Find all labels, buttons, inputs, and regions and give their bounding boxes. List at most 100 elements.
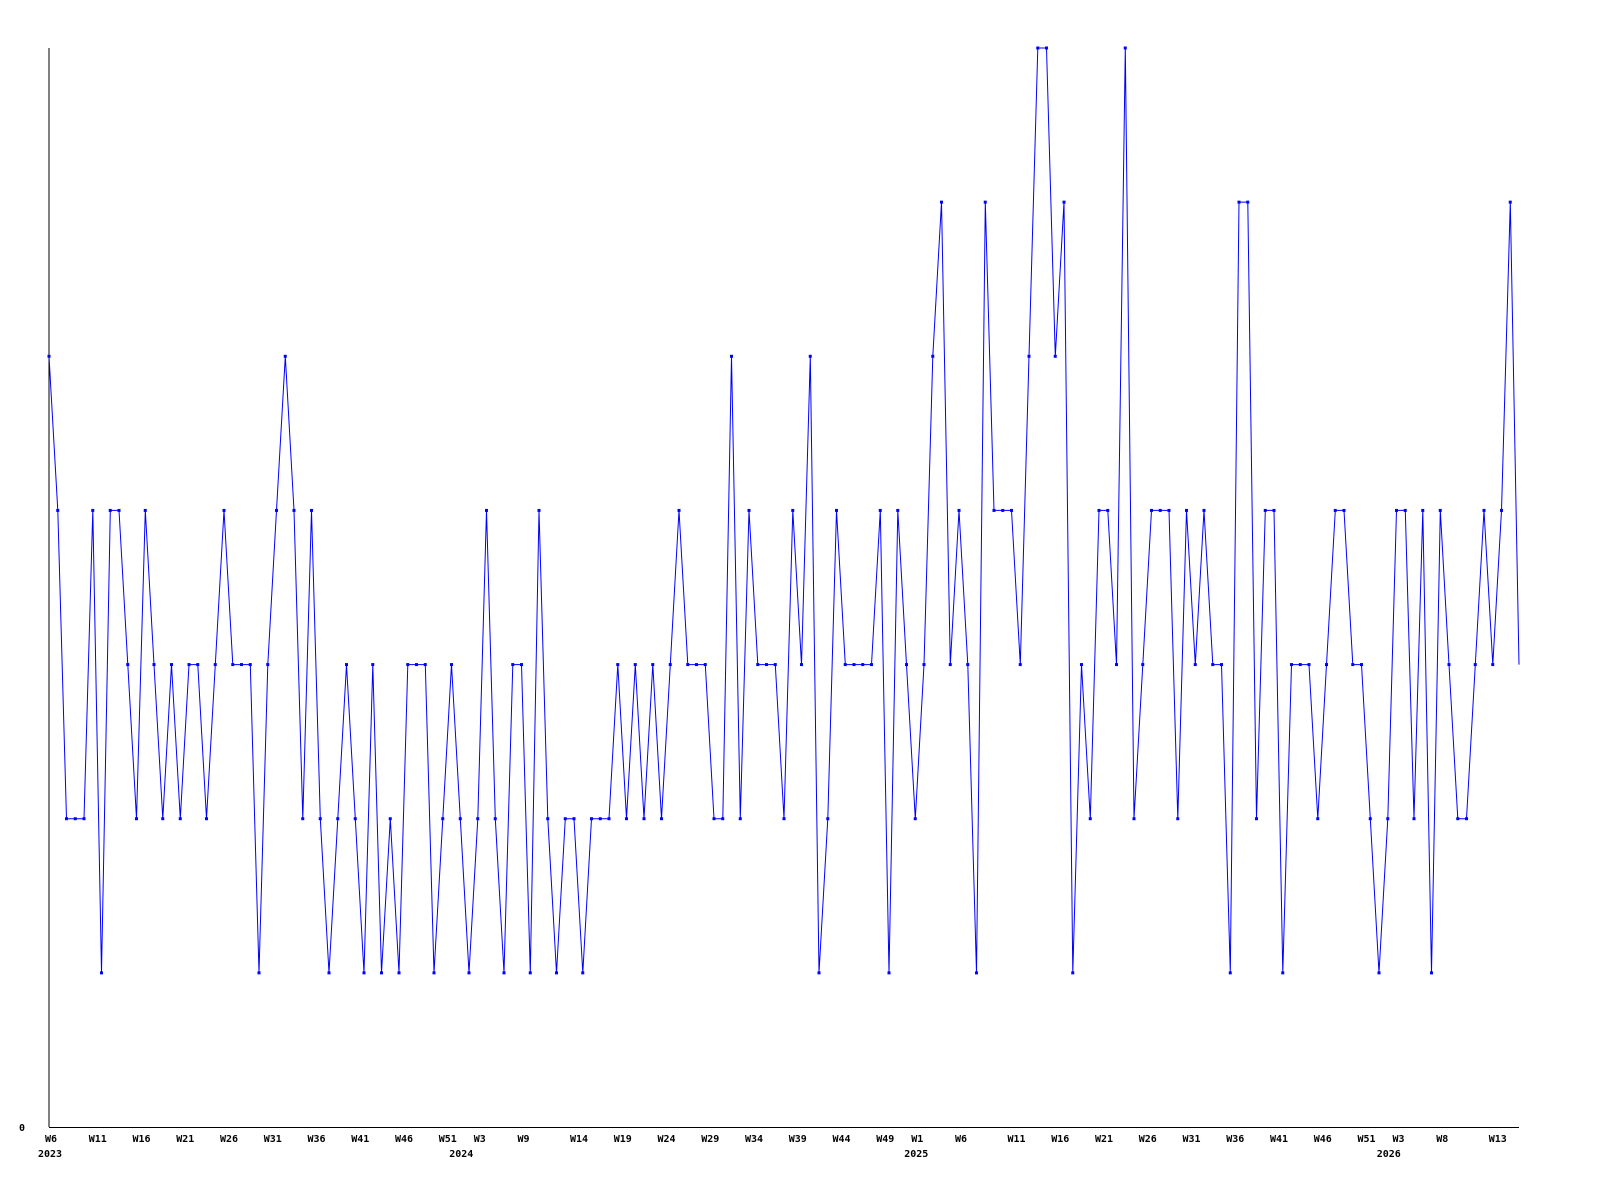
data-point — [598, 817, 602, 821]
data-point — [817, 971, 821, 975]
data-point — [257, 971, 261, 975]
data-point — [808, 354, 812, 358]
x-tick-label: W29 — [701, 1134, 719, 1145]
data-point — [922, 663, 926, 667]
data-point — [240, 663, 243, 667]
x-tick-label: W39 — [789, 1134, 807, 1145]
data-point — [992, 508, 996, 512]
data-point — [1036, 46, 1040, 50]
x-year-label: 2023 — [38, 1149, 62, 1160]
x-year-label: 2024 — [449, 1149, 473, 1160]
data-point — [896, 508, 900, 512]
data-point — [616, 663, 620, 667]
data-point — [835, 508, 838, 512]
data-point — [467, 971, 471, 975]
x-tick-label: W46 — [1314, 1134, 1332, 1145]
data-point — [485, 508, 488, 512]
data-point — [1307, 663, 1311, 667]
data-point — [1412, 817, 1416, 821]
data-point — [1500, 508, 1503, 512]
data-point — [642, 817, 646, 821]
x-tick-label: W6 — [955, 1134, 967, 1145]
data-point — [432, 971, 436, 975]
data-point — [1421, 508, 1425, 512]
data-point — [336, 817, 340, 821]
data-point — [1123, 46, 1127, 50]
data-point — [1447, 663, 1451, 667]
data-point — [940, 200, 943, 204]
data-point — [1368, 817, 1372, 821]
x-tick-label: W8 — [1436, 1134, 1448, 1145]
data-point — [353, 817, 357, 821]
data-point — [266, 663, 270, 667]
data-point — [948, 663, 952, 667]
data-point — [1202, 508, 1206, 512]
data-point — [738, 817, 742, 821]
data-point — [441, 817, 445, 821]
data-point — [1508, 200, 1512, 204]
data-point — [56, 508, 60, 512]
data-point — [607, 817, 611, 821]
data-point — [388, 817, 392, 821]
data-point — [1176, 817, 1180, 821]
data-point — [1246, 200, 1250, 204]
data-point — [695, 663, 698, 667]
data-point — [686, 663, 690, 667]
data-point — [493, 817, 497, 821]
data-point — [283, 354, 287, 358]
data-point — [730, 354, 733, 358]
data-point — [1316, 817, 1320, 821]
data-point — [1438, 508, 1442, 512]
x-tick-label: W34 — [745, 1134, 763, 1145]
data-point — [765, 663, 768, 667]
data-point — [905, 663, 908, 667]
data-point — [651, 663, 655, 667]
data-point — [1377, 971, 1381, 975]
data-point — [1255, 817, 1258, 821]
data-point — [1001, 508, 1005, 512]
x-axis-ticks: W6 W11 W16 W21 W26 W31 W36 W41 W46 W51 W3 W9 W14 W19 W… — [38, 1134, 1507, 1160]
x-tick-label: W6 — [45, 1134, 57, 1145]
data-point — [1333, 508, 1337, 512]
data-point — [1482, 508, 1486, 512]
data-point — [1456, 817, 1460, 821]
data-point — [327, 971, 331, 975]
x-tick-label: W21 — [176, 1134, 194, 1145]
data-point — [773, 663, 777, 667]
data-point — [1088, 817, 1092, 821]
x-tick-label: W3 — [1393, 1134, 1405, 1145]
data-point — [1473, 663, 1477, 667]
data-point — [213, 663, 217, 667]
data-point — [677, 508, 681, 512]
data-point — [511, 663, 515, 667]
data-point — [345, 663, 348, 667]
x-tick-label: W11 — [89, 1134, 107, 1145]
x-tick-label: W26 — [220, 1134, 238, 1145]
data-point — [47, 354, 51, 358]
data-point — [1403, 508, 1407, 512]
data-point — [791, 508, 795, 512]
y-tick-label: 0 — [19, 1123, 25, 1134]
x-tick-label: W21 — [1095, 1134, 1113, 1145]
data-point — [371, 663, 375, 667]
data-point — [152, 663, 156, 667]
data-point — [397, 971, 401, 975]
data-point — [1193, 663, 1197, 667]
data-point — [668, 663, 672, 667]
data-point — [275, 508, 278, 512]
data-point — [126, 663, 130, 667]
data-point — [1167, 508, 1171, 512]
data-point — [1272, 508, 1276, 512]
data-point — [563, 817, 567, 821]
data-point — [590, 817, 593, 821]
x-tick-label: W31 — [1183, 1134, 1201, 1145]
data-point — [1491, 663, 1495, 667]
data-point — [843, 663, 847, 667]
data-point — [1062, 200, 1066, 204]
data-point — [380, 971, 383, 975]
data-point — [82, 817, 86, 821]
data-point — [406, 663, 410, 667]
data-point — [222, 508, 226, 512]
data-point — [1465, 817, 1468, 821]
